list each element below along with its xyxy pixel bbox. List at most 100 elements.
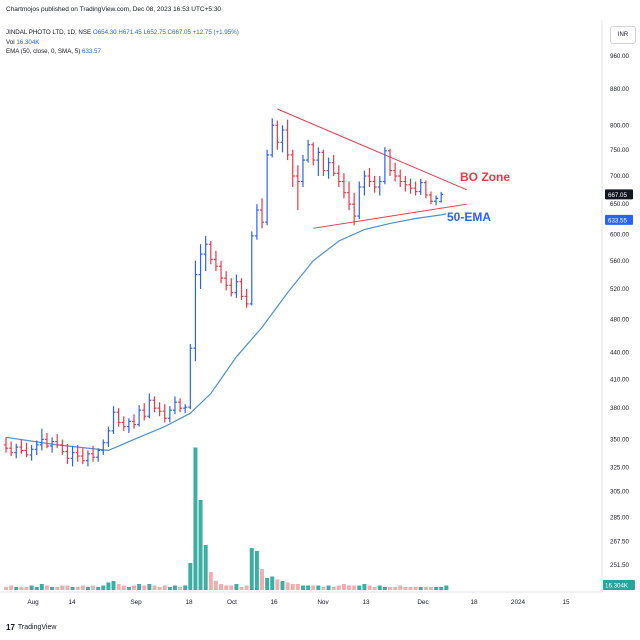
volume-bar (111, 581, 116, 590)
y-tick-label: 350.00 (610, 436, 629, 443)
y-tick-label: 251.50 (610, 562, 629, 569)
volume-bar (101, 585, 106, 590)
volume-bar (377, 585, 382, 590)
legend: JINDAL PHOTO LTD, 1D, NSE O654.30 H671.4… (6, 28, 239, 57)
volume-bar (239, 587, 244, 590)
volume-bar (4, 587, 8, 590)
volume-bar (203, 545, 208, 590)
volume-bar (121, 585, 126, 590)
volume-bar (142, 585, 147, 590)
x-tick-label: 18 (185, 599, 193, 606)
x-tick-label: 13 (362, 599, 370, 606)
tradingview-logo-icon: 17 (6, 623, 15, 632)
volume-bar (19, 587, 24, 590)
legend-symbol-row: JINDAL PHOTO LTD, 1D, NSE O654.30 H671.4… (6, 28, 239, 38)
volume-bar (357, 585, 362, 590)
volume-bar (24, 587, 29, 590)
volume-bar (116, 584, 121, 590)
y-tick-label: 800.00 (610, 122, 629, 129)
volume-bar (234, 584, 239, 590)
x-tick-label: 18 (470, 599, 478, 606)
y-tick-label: 285.00 (610, 514, 629, 521)
volume-bar (229, 585, 234, 590)
volume-bar (85, 587, 90, 590)
volume-bar (295, 584, 300, 590)
volume-bar (126, 587, 131, 590)
last-price-box (605, 189, 633, 200)
volume-bar (423, 587, 428, 590)
footer: 17 TradingView (6, 623, 56, 632)
volume-bar (44, 585, 49, 590)
volume-bar (157, 587, 162, 590)
currency-button[interactable]: INR (610, 26, 636, 44)
footer-brand: TradingView (17, 624, 57, 631)
x-tick-label: 15 (562, 599, 570, 606)
volume-bar (65, 585, 70, 590)
volume-bar (408, 587, 413, 590)
volume-bar (306, 585, 311, 590)
y-tick-label: 560.00 (610, 258, 629, 265)
x-tick-label: Oct (227, 599, 237, 606)
x-tick-label: Dec (417, 599, 429, 606)
y-tick-label: 960.00 (610, 53, 629, 60)
volume-bar (244, 585, 249, 590)
legend-symbol: JINDAL PHOTO LTD, 1D, NSE (6, 29, 92, 36)
legend-vol-value: 16.304K (16, 38, 40, 46)
y-tick-label: 305.00 (610, 489, 629, 496)
x-tick-label: 16 (270, 599, 278, 606)
volume-bar (290, 584, 295, 590)
trendline-upper-resistance (277, 108, 467, 191)
volume-price-box (603, 580, 635, 590)
volume-bar (393, 587, 398, 590)
y-tick-label: 410.00 (610, 376, 629, 383)
volume-bar (208, 572, 213, 590)
volume-bar (50, 587, 55, 590)
volume-bar (55, 587, 60, 590)
y-tick-label: 440.00 (610, 349, 629, 356)
volume-bar (260, 569, 264, 590)
volume-bar (34, 587, 39, 590)
volume-bar (80, 585, 85, 590)
y-tick-label: 520.00 (610, 286, 629, 293)
volume-bar (444, 585, 449, 590)
volume-bar (162, 585, 167, 590)
volume-bar (413, 587, 418, 590)
legend-ema-label: EMA (50, close, 0, SMA, 5) (6, 48, 81, 55)
volume-bar (398, 585, 403, 590)
volume-bar (224, 585, 229, 590)
volume-bar (167, 587, 172, 590)
volume-bar (280, 581, 285, 590)
volume-bar (219, 584, 224, 590)
published-info: Chartmojos published on TradingView.com,… (6, 6, 222, 13)
y-tick-label: 267.50 (610, 539, 629, 546)
volume-bar (326, 585, 331, 590)
volume-bar (183, 585, 188, 590)
legend-ohlc: O654.30 H671.45 L652.75 C667.05 +12.75 (… (92, 29, 239, 36)
volume-bar (70, 587, 75, 590)
y-tick-label: 880.00 (610, 86, 629, 93)
volume-bar (75, 587, 80, 590)
x-tick-label: 14 (68, 599, 76, 606)
volume-bar (434, 587, 439, 590)
ema-price-label: 633.55 (608, 217, 627, 224)
ema-price-box (605, 214, 633, 225)
volume-bar (372, 587, 377, 590)
volume-bar (428, 587, 433, 590)
volume-bar (285, 582, 290, 590)
y-tick-label: 700.00 (610, 173, 629, 180)
volume-bar (352, 585, 357, 590)
volume-bar (14, 587, 19, 590)
y-tick-label: 650.00 (610, 201, 629, 208)
volume-bar (331, 587, 336, 590)
volume-bar (418, 587, 423, 590)
volume-bar (270, 576, 275, 590)
legend-volume-row: Vol 16.304K (6, 38, 239, 48)
x-tick-label: Aug (27, 599, 39, 606)
annotation-50-ema: 50-EMA (447, 210, 491, 224)
ema-50-line (5, 213, 447, 452)
volume-bar (188, 563, 193, 590)
volume-bar (367, 585, 372, 590)
volume-bar (147, 584, 152, 590)
volume-bar (362, 584, 367, 590)
